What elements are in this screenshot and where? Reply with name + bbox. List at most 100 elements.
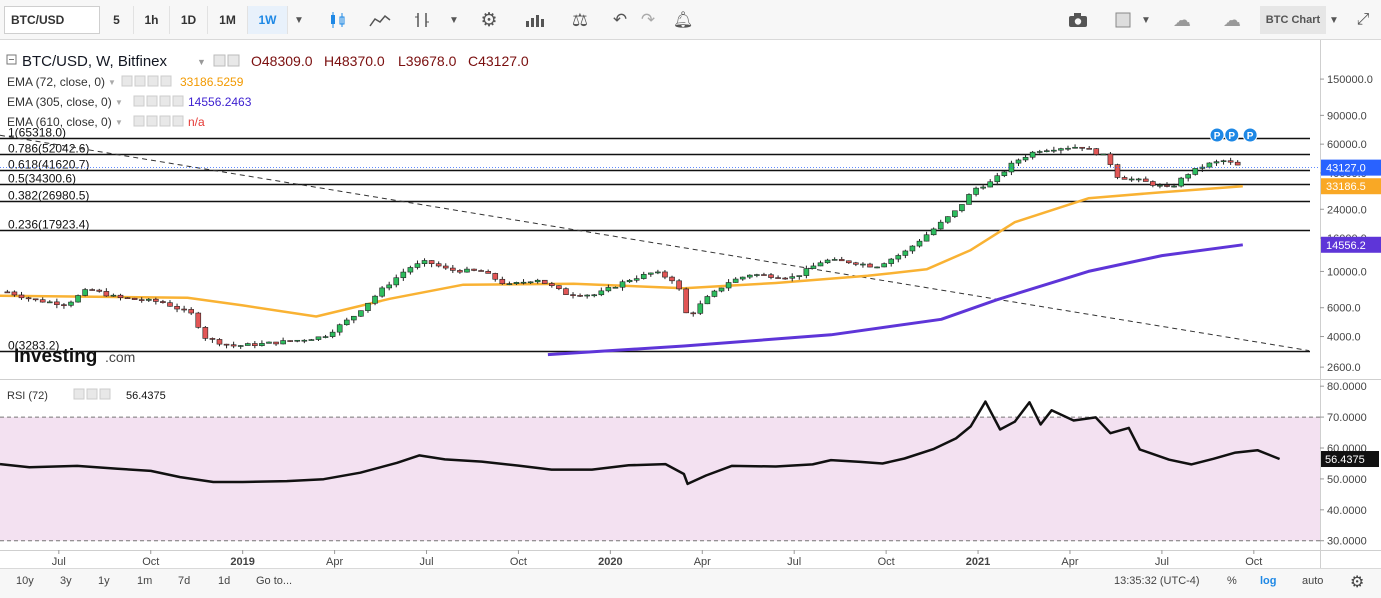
ema610-dropdown-icon[interactable]: ▼ [115,118,123,127]
chart-canvas[interactable]: 1(65318.0)0.786(52042.6)0.618(41620.7)0.… [0,40,1381,568]
bar-chart-icon[interactable] [518,6,552,34]
indicators-icon[interactable] [404,6,440,34]
range-3y-button[interactable]: 3y [60,575,72,587]
candle-body [754,274,760,276]
ema72-settings-icons[interactable] [121,75,172,87]
compare-scale-icon[interactable]: ⚖ [571,9,589,30]
candle-body [973,187,979,195]
candle [18,291,25,300]
settings-gear-icon[interactable]: ⚙ [480,9,498,31]
auto-scale-button[interactable]: auto [1302,575,1324,587]
candles [4,144,1241,349]
price-tick-label-2: 90000.0 [1327,110,1367,122]
range-10y-button[interactable]: 10y [16,575,34,587]
layout-dropdown-icon[interactable]: ▼ [1141,14,1151,26]
ema610-settings-icons[interactable] [133,115,184,127]
candle [803,265,810,279]
rsi-value: 56.4375 [126,390,166,402]
candle [294,339,301,343]
ema72-dropdown-icon[interactable]: ▼ [108,78,116,87]
chart-settings-gear-icon[interactable]: ⚙ [1350,574,1365,591]
range-1y-button[interactable]: 1y [98,575,110,587]
redo-icon[interactable]: ↷ [640,10,656,29]
camera-icon[interactable] [1058,6,1098,34]
candle [853,261,859,267]
interval-5-button[interactable]: 5 [100,6,134,34]
percent-scale-button[interactable]: % [1227,575,1237,587]
candle-body [457,270,463,273]
interval-1w-button[interactable]: 1W [248,6,288,34]
legend-settings-icons[interactable] [213,54,240,67]
ema305-settings-icons[interactable] [133,95,184,107]
goto-button[interactable]: Go to... [256,575,293,587]
event-marker-1: P [1224,127,1240,143]
candle [732,277,739,283]
candle [775,275,781,279]
candle-body [209,338,216,340]
candles-icon[interactable] [320,6,356,34]
range-7d-button[interactable]: 7d [178,575,191,587]
price-badge-label-1: 33186.5 [1326,181,1366,193]
legend-dropdown-icon[interactable]: ▼ [197,57,206,67]
candle-body [379,287,385,297]
time-tick-label-0: Jul [52,556,66,568]
price-tick-label-1: 150000.0 [1327,74,1373,86]
chart-type-dropdown-icon[interactable]: ▼ [449,14,459,26]
candle [662,269,668,280]
interval-1m-button[interactable]: 1M [208,6,248,34]
event-marker-0: P [1209,127,1225,143]
candle [838,256,845,262]
price-badge-2 [1321,236,1381,253]
legend-close: C43127.0 [468,53,529,69]
alert-bell-icon[interactable]: 🔔︎ [672,12,694,29]
candle-body [577,295,583,297]
ema305-dropdown-icon[interactable]: ▼ [115,98,123,107]
candle [167,300,173,307]
candle-body [1171,185,1177,188]
event-marker-circle [1242,127,1258,143]
candle [584,294,590,299]
area-chart-icon[interactable] [362,6,398,34]
collapse-legend-icon[interactable] [6,54,17,65]
event-marker-2: P [1242,127,1258,143]
cloud-save-icon[interactable]: ☁ [1223,9,1241,30]
layout-square-icon[interactable] [1106,6,1140,34]
candle [160,299,166,304]
candle-body [810,265,817,269]
undo-icon[interactable]: ↶ [612,10,628,29]
interval-dropdown-icon[interactable]: ▼ [294,14,304,26]
candle [591,293,598,298]
candle-body [563,288,569,295]
candle [902,249,909,259]
candle-body [492,273,499,280]
candle [619,279,626,291]
candle-body [259,343,265,346]
candle [669,275,675,284]
cloud-load-icon[interactable]: ☁ [1173,9,1191,30]
interval-1h-button[interactable]: 1h [134,6,170,34]
candle [457,269,463,274]
candle [874,266,880,269]
candle-body [308,339,315,341]
candle [421,258,428,267]
candle-body [1001,171,1008,177]
fullscreen-icon[interactable]: ⤢ [1356,11,1370,28]
candle [11,290,18,297]
legend-title: BTC/USD, W, Bitfinex [22,53,168,70]
range-1d-button[interactable]: 1d [218,575,231,587]
candle [570,292,576,299]
candle-body [605,287,612,292]
log-scale-button[interactable]: log [1260,575,1277,587]
candle-body [633,278,640,281]
interval-1d-button[interactable]: 1D [170,6,208,34]
legend-ema305-value: 14556.2463 [188,95,252,109]
candle-body [1079,146,1085,149]
symbol-search-input[interactable]: BTC/USD [4,6,100,34]
rsi-settings-icons[interactable] [73,388,111,400]
time-tick-label-1: Oct [142,556,159,568]
range-1m-button[interactable]: 1m [137,575,153,587]
candle-body [61,304,67,306]
candle-body [336,324,343,333]
brand-dropdown-icon[interactable]: ▼ [1329,14,1339,26]
legend-ema72-value: 33186.5259 [180,75,244,89]
